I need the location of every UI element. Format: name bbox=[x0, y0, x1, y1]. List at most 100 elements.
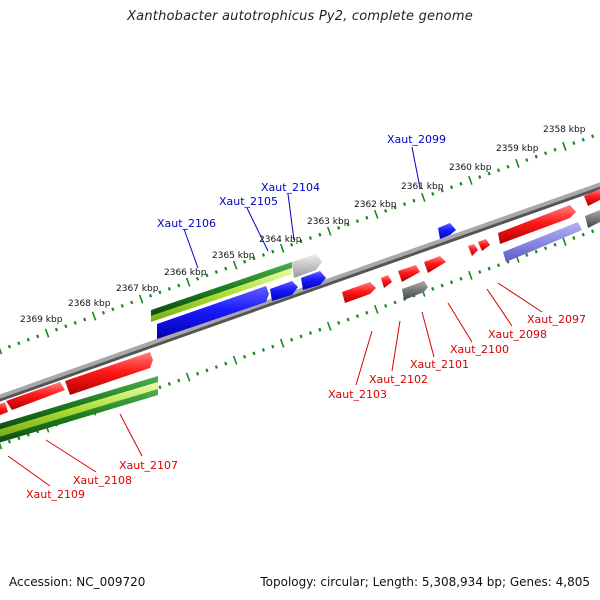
minor-tick bbox=[581, 232, 585, 237]
callout-line bbox=[119, 413, 143, 457]
minor-tick bbox=[525, 158, 529, 162]
gene-arrow bbox=[585, 210, 600, 228]
minor-tick bbox=[101, 310, 106, 315]
gene-label: Xaut_2100 bbox=[450, 343, 509, 356]
major-tick bbox=[279, 338, 285, 348]
scale-label: 2364 kbp bbox=[259, 235, 302, 245]
scale-label: 2362 kbp bbox=[354, 200, 397, 210]
major-tick bbox=[0, 442, 3, 450]
cds-block-light bbox=[0, 382, 158, 437]
callout-line bbox=[246, 207, 269, 252]
cds-block-dark bbox=[0, 376, 158, 430]
major-tick bbox=[326, 321, 332, 331]
gene-arrow bbox=[65, 352, 153, 395]
callout-line bbox=[183, 228, 199, 269]
major-tick bbox=[91, 311, 97, 321]
minor-tick bbox=[299, 239, 303, 244]
scale-label: 2363 kbp bbox=[307, 217, 350, 227]
major-tick bbox=[468, 270, 473, 280]
minor-tick bbox=[214, 270, 218, 274]
minor-tick bbox=[177, 378, 181, 383]
gene-arrow bbox=[301, 271, 326, 290]
minor-tick bbox=[346, 222, 350, 227]
gene-label: Xaut_2102 bbox=[369, 373, 428, 386]
gene-labels-reverse: Xaut_2099 Xaut_2104 Xaut_2105 Xaut_2106 bbox=[157, 133, 446, 230]
minor-tick bbox=[205, 273, 209, 278]
gene-label: Xaut_2105 bbox=[219, 195, 278, 208]
gene-label: Xaut_2099 bbox=[387, 133, 446, 146]
major-tick bbox=[232, 260, 238, 270]
callout-line bbox=[497, 282, 543, 313]
gene-label: Xaut_2098 bbox=[488, 328, 547, 341]
callout-line bbox=[421, 311, 435, 358]
minor-tick bbox=[36, 334, 40, 339]
gene-arrow bbox=[478, 239, 490, 251]
minor-tick bbox=[111, 307, 115, 312]
minor-tick bbox=[402, 202, 407, 206]
minor-tick bbox=[224, 266, 228, 271]
genome-summary: Topology: circular; Length: 5,308,934 bp… bbox=[260, 575, 590, 589]
major-tick bbox=[185, 372, 191, 382]
minor-tick bbox=[7, 344, 11, 349]
minor-tick bbox=[318, 327, 322, 332]
scale-label: 2368 kbp bbox=[68, 299, 111, 309]
minor-tick bbox=[431, 287, 435, 291]
minor-tick bbox=[318, 232, 322, 237]
map-title: Xanthobacter autotrophicus Py2, complete… bbox=[127, 9, 473, 24]
scale-label: 2367 kbp bbox=[116, 284, 159, 294]
minor-tick bbox=[252, 351, 256, 356]
gene-arrow bbox=[292, 254, 322, 278]
minor-tick bbox=[412, 198, 416, 203]
major-tick bbox=[138, 294, 144, 304]
minor-tick bbox=[158, 385, 162, 390]
minor-tick bbox=[130, 300, 134, 305]
minor-tick bbox=[195, 276, 200, 281]
major-tick bbox=[373, 304, 379, 314]
scale-label: 2366 kbp bbox=[164, 268, 207, 278]
minor-tick bbox=[214, 365, 218, 369]
minor-tick bbox=[290, 242, 294, 247]
scale-label: 2365 kbp bbox=[212, 251, 255, 261]
minor-tick bbox=[167, 382, 171, 386]
minor-tick bbox=[478, 175, 482, 179]
minor-tick bbox=[393, 205, 397, 210]
major-tick bbox=[562, 236, 567, 246]
minor-tick bbox=[7, 439, 11, 444]
cds-block-dark bbox=[0, 389, 158, 443]
major-tick bbox=[468, 175, 473, 185]
callout-line bbox=[447, 302, 473, 343]
minor-tick bbox=[290, 337, 294, 342]
scale-label: 2369 kbp bbox=[20, 315, 63, 325]
minor-tick bbox=[64, 324, 68, 329]
minor-tick bbox=[572, 236, 576, 240]
gene-labels-forward: Xaut_2097 Xaut_2098 Xaut_2100 Xaut_2101 … bbox=[26, 313, 586, 501]
callout-line bbox=[486, 288, 513, 327]
minor-tick bbox=[83, 317, 87, 322]
minor-tick bbox=[337, 321, 341, 325]
accession-label: Accession: NC_009720 bbox=[9, 575, 146, 589]
gene-arrow bbox=[584, 189, 600, 206]
major-tick bbox=[44, 328, 50, 338]
scale-ticks-outer bbox=[0, 134, 595, 355]
minor-tick bbox=[177, 283, 181, 288]
gene-arrow bbox=[6, 382, 65, 410]
cds-block-light bbox=[151, 268, 292, 322]
minor-tick bbox=[431, 192, 435, 196]
gene-arrow bbox=[398, 265, 420, 282]
callout-line bbox=[45, 439, 97, 473]
minor-tick bbox=[591, 229, 595, 234]
reverse-strand-genes bbox=[0, 223, 456, 443]
minor-tick bbox=[553, 147, 557, 152]
gene-arrow bbox=[424, 256, 446, 273]
minor-tick bbox=[271, 249, 275, 254]
gene-arrow bbox=[498, 205, 576, 244]
minor-tick bbox=[487, 171, 491, 176]
gene-arrow bbox=[468, 244, 478, 256]
gene-label: Xaut_2109 bbox=[26, 488, 85, 501]
minor-tick bbox=[355, 219, 360, 223]
gene-label: Xaut_2101 bbox=[410, 358, 469, 371]
scale-label: 2358 kbp bbox=[543, 125, 586, 135]
minor-tick bbox=[271, 344, 275, 349]
minor-tick bbox=[195, 371, 200, 376]
